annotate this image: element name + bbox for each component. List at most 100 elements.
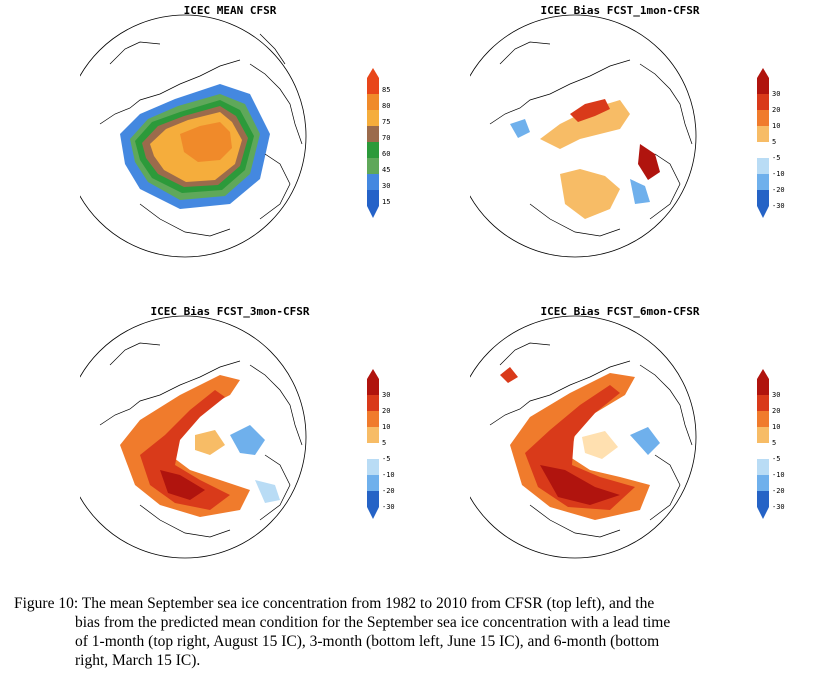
colorbar-label: -20: [772, 186, 785, 194]
polar-map: [470, 315, 697, 559]
panel-title: ICEC Bias FCST_6mon-CFSR: [540, 305, 700, 318]
panel-title: ICEC MEAN CFSR: [183, 4, 277, 17]
bias-negative-region: [500, 367, 518, 383]
colorbar-label: 30: [772, 391, 781, 399]
polar-map: [80, 14, 307, 258]
panel-mean-cfsr: ICEC MEAN CFSR: [80, 4, 390, 284]
ice-85-region: [180, 122, 232, 162]
bias-positive-region: [540, 100, 630, 149]
swatch: [367, 78, 379, 94]
bias-weak-region: [195, 430, 225, 455]
bias-positive-region: [560, 169, 620, 219]
swatch: [367, 174, 379, 190]
polar-map: [470, 14, 697, 258]
swatch: [367, 491, 379, 507]
swatch: [757, 491, 769, 507]
swatch: [367, 459, 379, 475]
bias-negative-region: [510, 119, 530, 138]
panel-bias-3mon: ICEC Bias FCST_3mon-CFSR 30: [80, 305, 395, 585]
swatch: [367, 142, 379, 158]
swatch: [367, 190, 379, 206]
colorbar-label: -20: [772, 487, 785, 495]
colorbar-top-arrow: [757, 68, 769, 78]
colorbar-bottom-arrow: [367, 507, 379, 519]
colorbar-bias: 30 20 10 5 -5 -10 -20 -30: [757, 68, 797, 223]
colorbar-label: 80: [382, 102, 391, 110]
colorbar-bottom-arrow: [757, 206, 769, 218]
colorbar-bias: 30 20 10 5 -5 -10 -20 -30: [757, 369, 797, 524]
bias-strong-region: [160, 470, 205, 500]
swatch: [757, 443, 769, 459]
swatch: [367, 126, 379, 142]
bias-negative-region: [630, 179, 650, 204]
colorbar-label: -10: [772, 170, 785, 178]
swatch: [757, 110, 769, 126]
swatch: [367, 158, 379, 174]
colorbar-label: -5: [382, 455, 391, 463]
swatch: [757, 126, 769, 142]
swatch: [757, 475, 769, 491]
swatch: [367, 443, 379, 459]
bias-strong-region: [570, 99, 610, 122]
colorbar-label: -30: [382, 503, 395, 511]
swatch: [367, 411, 379, 427]
swatch: [367, 475, 379, 491]
colorbar-swatches: [757, 369, 769, 519]
colorbar-label: 30: [382, 391, 391, 399]
swatch: [757, 78, 769, 94]
swatch: [367, 379, 379, 395]
colorbar-label: -5: [772, 154, 781, 162]
colorbar-label: 5: [772, 138, 777, 146]
polar-map: [80, 315, 307, 559]
colorbar-label: 20: [772, 106, 781, 114]
colorbar-top-arrow: [757, 369, 769, 379]
colorbar-mean: 85 80 75 70 60 45 30 15: [367, 68, 407, 218]
bias-strong-region: [638, 144, 660, 180]
colorbar-swatches: [757, 68, 769, 218]
colorbar-label: 70: [382, 134, 391, 142]
colorbar-label: 15: [382, 198, 391, 206]
colorbar-top-arrow: [367, 68, 379, 78]
colorbar-label: -30: [772, 202, 785, 210]
figure-caption: Figure 10: The mean September sea ice co…: [14, 594, 819, 670]
colorbar-label: 75: [382, 118, 391, 126]
colorbar-label: 20: [382, 407, 391, 415]
bias-strong-region: [140, 390, 230, 510]
swatch: [757, 158, 769, 174]
colorbar-swatches: [367, 68, 379, 218]
panel-bias-1mon: ICEC Bias FCST_1mon-CFSR 30: [470, 4, 785, 284]
colorbar-label: -10: [382, 471, 395, 479]
colorbar-label: 20: [772, 407, 781, 415]
swatch: [757, 174, 769, 190]
swatch: [757, 459, 769, 475]
colorbar-label: 85: [382, 86, 391, 94]
colorbar-label: -10: [772, 471, 785, 479]
swatch: [367, 110, 379, 126]
colorbar-swatches: [367, 369, 379, 519]
swatch: [367, 395, 379, 411]
colorbar-label: 30: [772, 90, 781, 98]
swatch: [757, 395, 769, 411]
colorbar-label: 45: [382, 166, 391, 174]
colorbar-label: 5: [382, 439, 387, 447]
colorbar-label: 10: [382, 423, 391, 431]
caption-line-4: right, March 15 IC).: [75, 652, 201, 669]
panel-title: ICEC Bias FCST_1mon-CFSR: [540, 4, 700, 17]
swatch: [757, 142, 769, 158]
bias-negative-region: [230, 425, 265, 455]
colorbar-label: 10: [772, 122, 781, 130]
bias-weak-region: [582, 431, 618, 459]
bias-negative-region: [255, 480, 280, 503]
swatch: [757, 411, 769, 427]
colorbar-top-arrow: [367, 369, 379, 379]
caption-line-2: bias from the predicted mean condition f…: [75, 614, 671, 631]
colorbar-bottom-arrow: [757, 507, 769, 519]
caption-line-1: Figure 10: The mean September sea ice co…: [14, 595, 655, 612]
colorbar-label: -5: [772, 455, 781, 463]
colorbar-bias: 30 20 10 5 -5 -10 -20 -30: [367, 369, 407, 524]
panel-bias-6mon: ICEC Bias FCST_6mon-CFSR 30: [470, 305, 785, 585]
swatch: [367, 94, 379, 110]
swatch: [757, 94, 769, 110]
swatch: [367, 427, 379, 443]
panel-title: ICEC Bias FCST_3mon-CFSR: [150, 305, 310, 318]
